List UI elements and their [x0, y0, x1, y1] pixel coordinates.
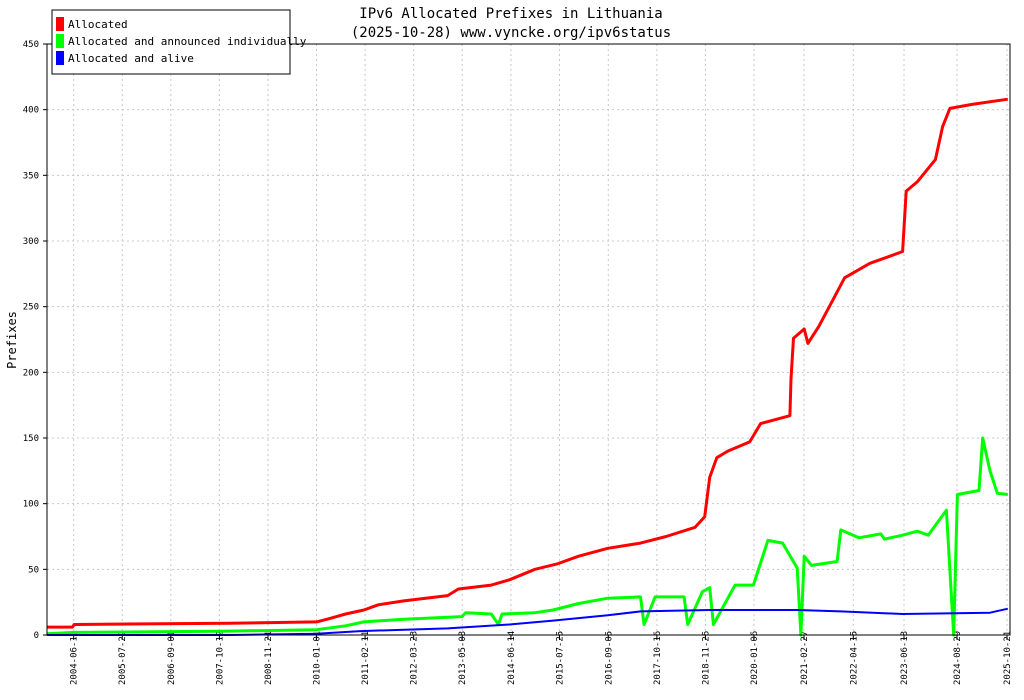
legend-swatch: [56, 34, 64, 48]
y-tick-label: 450: [23, 40, 39, 50]
y-tick-label: 100: [23, 500, 39, 510]
y-tick-label: 250: [23, 303, 39, 313]
x-tick-label: 2010-01-01: [313, 631, 323, 685]
y-tick-label: 0: [34, 631, 39, 641]
x-tick-label: 2015-07-25: [555, 631, 565, 685]
legend-swatch: [56, 17, 64, 31]
legend-box: [51, 9, 291, 75]
series-line-2: [46, 436, 1008, 637]
x-tick-label: 2016-09-05: [604, 631, 614, 685]
x-tick-label: 2011-02-11: [361, 631, 371, 685]
x-tick-label: 2007-10-12: [215, 631, 225, 685]
legend-swatch: [56, 51, 64, 65]
x-tick-label: 2004-06-11: [70, 631, 80, 685]
x-tick-label: 2024-08-29: [953, 631, 963, 685]
x-tick-label: 2005-07-22: [118, 631, 128, 685]
chart-title: IPv6 Allocated Prefixes in Lithuania: [359, 6, 662, 22]
grid: [47, 44, 1010, 635]
plot-frame: [46, 43, 1011, 636]
series-line-3: [47, 607, 1009, 636]
series-line-1: [47, 97, 1009, 629]
x-tick-label: 2017-10-16: [653, 631, 663, 685]
legend-label: Allocated: [68, 18, 128, 31]
y-axis-ticks: 0 50 100 150 200 250 300 350 400 450: [23, 40, 47, 641]
y-tick-label: 200: [23, 368, 39, 378]
y-tick-label: 300: [23, 237, 39, 247]
x-tick-label: 2021-02-27: [800, 631, 810, 685]
series-layer: [46, 97, 1009, 637]
x-axis-ticks: 2004-06-11 2005-07-22 2006-09-01 2007-10-12…: [70, 631, 1013, 685]
x-tick-label: 2008-11-21: [264, 631, 274, 685]
x-tick-label: 2018-11-26: [701, 631, 711, 685]
x-tick-label: 2020-01-06: [750, 631, 760, 685]
x-tick-label: 2012-03-23: [410, 631, 420, 685]
y-tick-label: 150: [23, 434, 39, 444]
legend: Allocated Allocated and announced individ…: [51, 9, 307, 75]
y-axis-label: Prefixes: [5, 311, 19, 369]
chart-subtitle: (2025-10-28) www.vyncke.org/ipv6status: [351, 25, 671, 41]
x-tick-label: 2013-05-03: [458, 631, 468, 685]
x-tick-label: 2014-06-14: [507, 631, 517, 685]
x-tick-label: 2022-04-15: [849, 631, 859, 685]
x-tick-label: 2023-06-13: [900, 631, 910, 685]
y-tick-label: 50: [28, 565, 39, 575]
y-tick-label: 400: [23, 106, 39, 116]
legend-label: Allocated and alive: [68, 52, 194, 65]
x-tick-label: 2006-09-01: [167, 631, 177, 685]
y-tick-label: 350: [23, 171, 39, 181]
legend-label: Allocated and announced individually: [68, 35, 307, 48]
x-tick-label: 2025-10-21: [1003, 631, 1013, 685]
